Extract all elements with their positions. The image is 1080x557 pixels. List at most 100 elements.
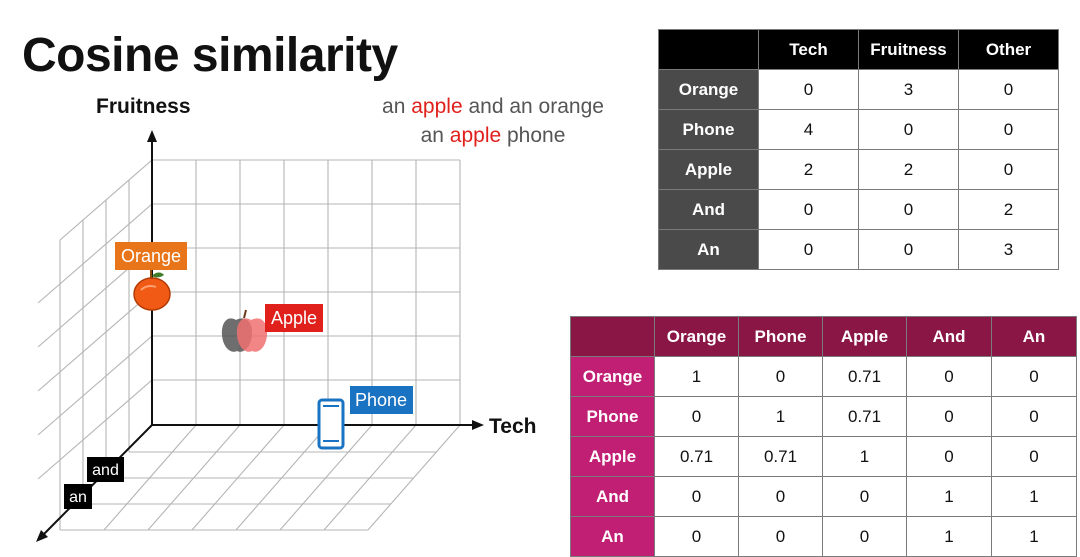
- y-axis-label: Fruitness: [96, 95, 191, 118]
- orange-tag-label: Orange: [121, 246, 181, 266]
- orange-fruit-icon: [133, 270, 171, 311]
- similarity-table-corner: [570, 316, 655, 357]
- similarity-header-an: An: [991, 316, 1077, 357]
- sentence-1-after: and an orange: [462, 95, 604, 118]
- sentence-2-after: phone: [501, 124, 566, 147]
- count-table-header-row: Tech Fruitness Other: [658, 29, 1059, 70]
- table-cell: 0: [758, 69, 859, 110]
- similarity-row-label: An: [570, 516, 655, 557]
- apple-icon: [221, 309, 268, 352]
- y-axis-arrow: [147, 130, 157, 142]
- table-cell: 0: [822, 476, 907, 517]
- table-cell: 0: [958, 109, 1059, 150]
- table-cell: 1: [738, 396, 823, 437]
- table-cell: 0: [906, 396, 992, 437]
- an-point: an: [64, 484, 92, 509]
- table-cell: 0: [906, 436, 992, 477]
- table-row: Orange 1 0 0.71 0 0: [570, 356, 1077, 397]
- similarity-row-label: And: [570, 476, 655, 517]
- table-row: An 0 0 3: [658, 229, 1059, 270]
- grid: [37, 159, 461, 531]
- count-row-label: Orange: [658, 69, 759, 110]
- table-row: Apple 0.71 0.71 1 0 0: [570, 436, 1077, 477]
- table-row: Phone 0 1 0.71 0 0: [570, 396, 1077, 437]
- table-cell: 0: [738, 356, 823, 397]
- count-row-label: And: [658, 189, 759, 230]
- table-cell: 0: [991, 436, 1077, 477]
- similarity-header-apple: Apple: [822, 316, 907, 357]
- count-row-label: An: [658, 229, 759, 270]
- similarity-header-phone: Phone: [738, 316, 823, 357]
- table-cell: 1: [822, 436, 907, 477]
- count-table-header-other: Other: [958, 29, 1059, 70]
- table-cell: 0: [858, 109, 959, 150]
- table-cell: 3: [958, 229, 1059, 270]
- word-count-table: Tech Fruitness Other Orange 0 3 0 Phone …: [658, 29, 1059, 270]
- table-row: An 0 0 0 1 1: [570, 516, 1077, 557]
- sentence-2-before: an: [420, 124, 450, 147]
- an-tag: [64, 484, 92, 509]
- count-row-label: Phone: [658, 109, 759, 150]
- similarity-table: Orange Phone Apple And An Orange 1 0 0.7…: [570, 316, 1077, 557]
- table-cell: 0.71: [822, 356, 907, 397]
- similarity-header-orange: Orange: [654, 316, 739, 357]
- table-cell: 0.71: [738, 436, 823, 477]
- table-cell: 0: [654, 396, 739, 437]
- count-table-header-fruitness: Fruitness: [858, 29, 959, 70]
- z-axis-arrow: [36, 530, 48, 542]
- table-cell: 1: [906, 516, 992, 557]
- table-row: Orange 0 3 0: [658, 69, 1059, 110]
- table-cell: 0: [654, 476, 739, 517]
- apple-point: Apple: [221, 304, 323, 352]
- count-table-corner: [658, 29, 759, 70]
- table-row: And 0 0 2: [658, 189, 1059, 230]
- table-cell: 0.71: [654, 436, 739, 477]
- table-cell: 0: [991, 396, 1077, 437]
- table-row: Apple 2 2 0: [658, 149, 1059, 190]
- table-cell: 1: [906, 476, 992, 517]
- apple-tag: [265, 304, 323, 332]
- table-cell: 4: [758, 109, 859, 150]
- orange-point: Orange: [115, 242, 187, 311]
- count-row-label: Apple: [658, 149, 759, 190]
- table-cell: 1: [991, 476, 1077, 517]
- sentence-1: an apple and an orange: [350, 92, 636, 121]
- sentence-2: an apple phone: [350, 121, 636, 150]
- similarity-row-label: Phone: [570, 396, 655, 437]
- table-cell: 0: [758, 189, 859, 230]
- table-cell: 0: [858, 229, 959, 270]
- table-cell: 1: [991, 516, 1077, 557]
- phone-tag-label: Phone: [355, 390, 407, 410]
- table-cell: 0: [822, 516, 907, 557]
- table-cell: 2: [858, 149, 959, 190]
- x-axis-arrow: [472, 420, 484, 430]
- table-cell: 0: [738, 516, 823, 557]
- x-axis-label: Tech: [489, 415, 536, 438]
- similarity-row-label: Apple: [570, 436, 655, 477]
- apple-tag-label: Apple: [271, 308, 317, 328]
- table-cell: 0: [654, 516, 739, 557]
- similarity-header-and: And: [906, 316, 992, 357]
- and-point: and: [87, 457, 124, 482]
- table-cell: 0: [958, 69, 1059, 110]
- table-row: And 0 0 0 1 1: [570, 476, 1077, 517]
- table-cell: 0.71: [822, 396, 907, 437]
- similarity-table-header-row: Orange Phone Apple And An: [570, 316, 1077, 357]
- orange-tag: [115, 242, 187, 270]
- similarity-row-label: Orange: [570, 356, 655, 397]
- sentence-1-before: an: [382, 95, 412, 118]
- table-cell: 3: [858, 69, 959, 110]
- table-cell: 0: [758, 229, 859, 270]
- table-cell: 0: [991, 356, 1077, 397]
- table-cell: 2: [758, 149, 859, 190]
- slide-title: Cosine similarity: [22, 29, 398, 82]
- phone-point: Phone: [317, 386, 413, 450]
- count-table-header-tech: Tech: [758, 29, 859, 70]
- table-cell: 2: [958, 189, 1059, 230]
- sentence-1-highlight: apple: [411, 95, 463, 118]
- sentence-2-highlight: apple: [449, 124, 502, 147]
- an-tag-label: an: [69, 489, 87, 506]
- table-cell: 0: [958, 149, 1059, 190]
- table-cell: 1: [654, 356, 739, 397]
- and-tag: [87, 457, 124, 482]
